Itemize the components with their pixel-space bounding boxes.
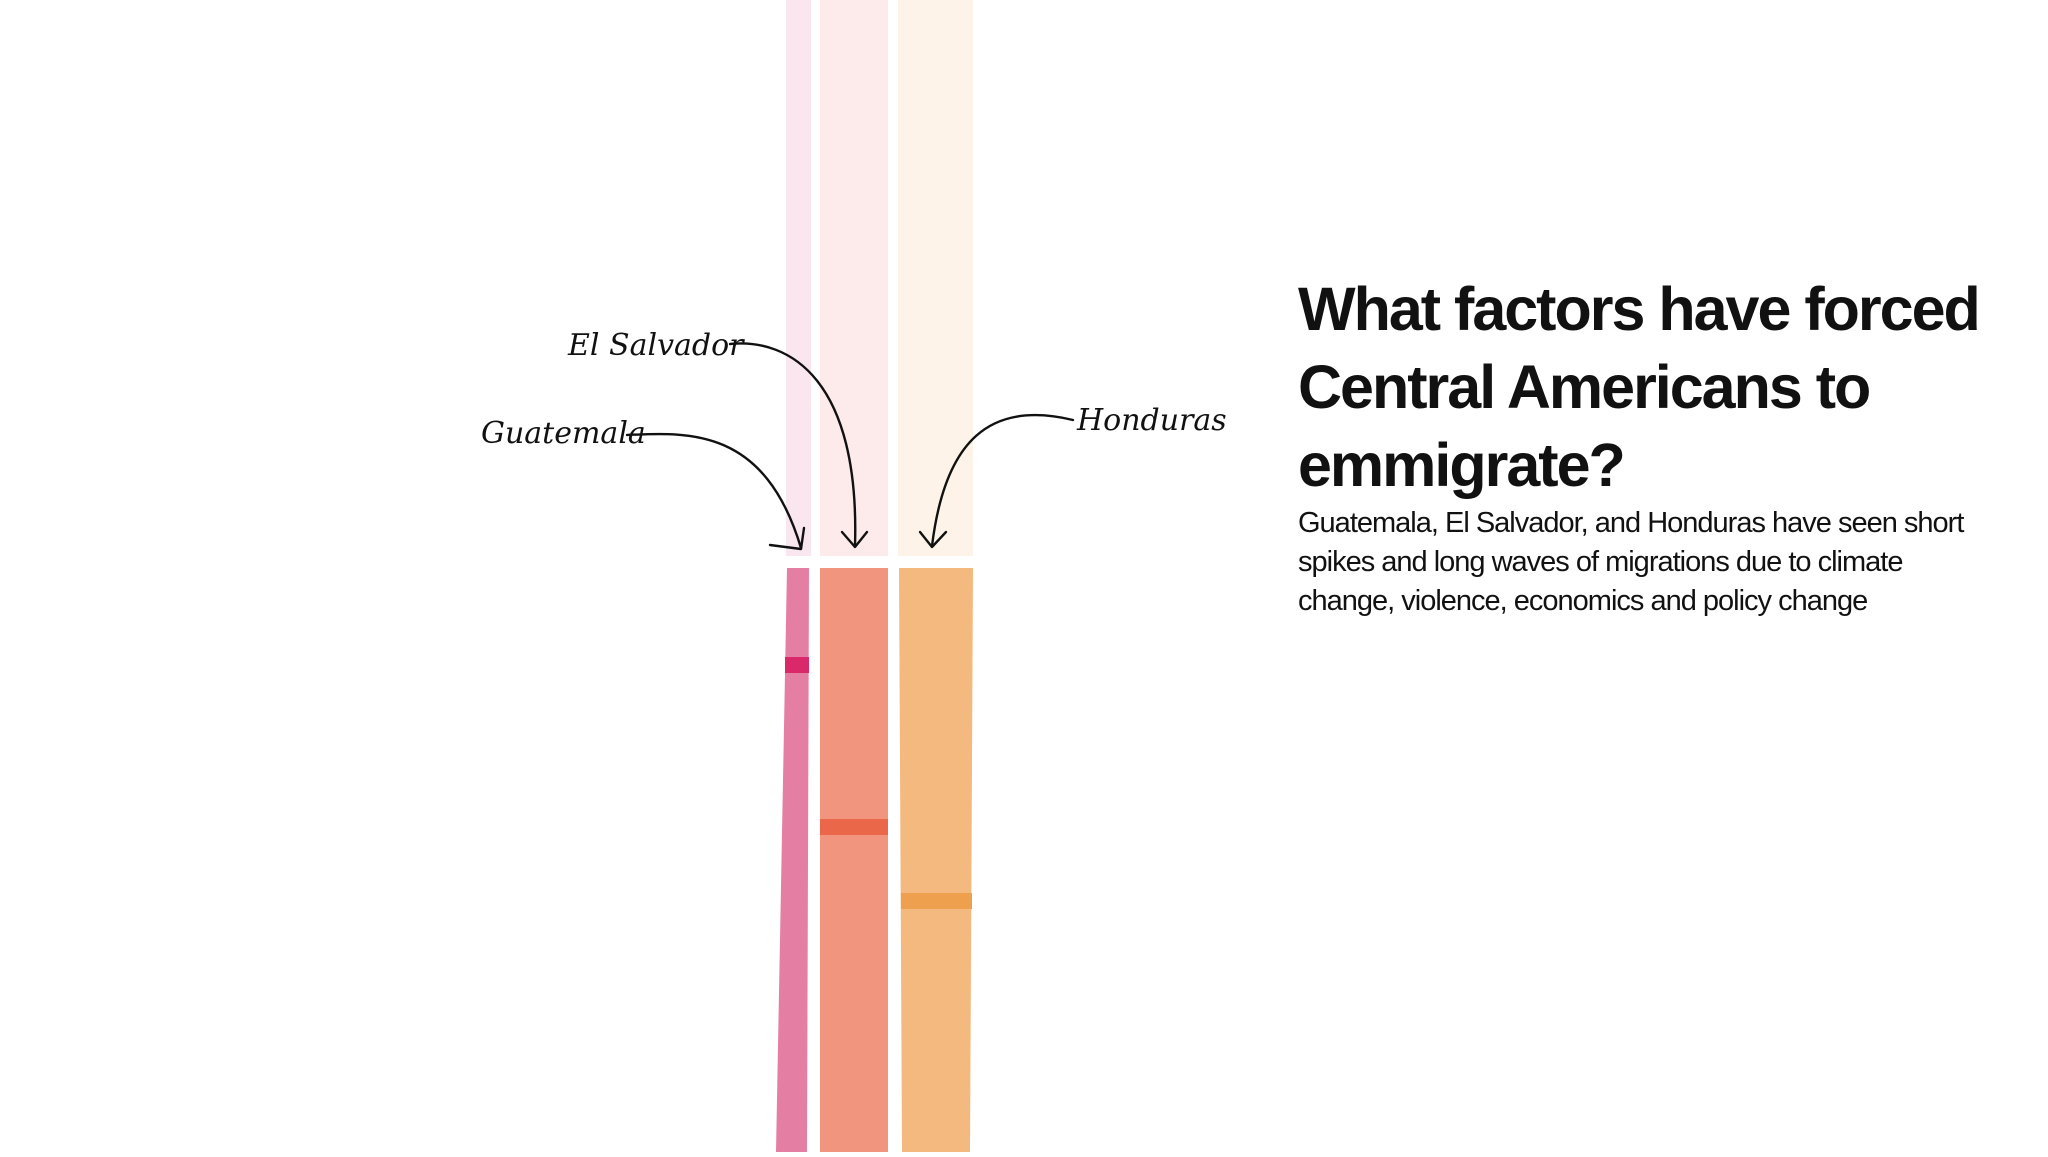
honduras-arrow-icon bbox=[930, 413, 1075, 548]
el-salvador-upper-stream bbox=[820, 0, 888, 556]
guatemala-upper-stream bbox=[786, 0, 811, 556]
honduras-accent-band bbox=[901, 893, 972, 909]
page-title: What factors have forced Central America… bbox=[1298, 275, 1981, 499]
honduras-stream bbox=[899, 568, 973, 1152]
guatemala-stream bbox=[776, 568, 809, 1152]
guatemala-accent-band bbox=[785, 657, 809, 673]
headline-panel: What factors have forced Central America… bbox=[1298, 270, 1998, 621]
honduras-arrowhead-icon bbox=[918, 530, 948, 549]
el-salvador-arrow-icon bbox=[728, 342, 857, 548]
el-salvador-arrowhead-icon bbox=[840, 530, 869, 549]
guatemala-label: Guatemala bbox=[481, 416, 646, 451]
honduras-upper-stream bbox=[898, 0, 973, 556]
guatemala-arrow-icon bbox=[625, 432, 803, 550]
el-salvador-stream bbox=[820, 568, 888, 1152]
guatemala-arrowhead-icon bbox=[768, 526, 806, 551]
page-subtitle: Guatemala, El Salvador, and Honduras hav… bbox=[1298, 507, 1964, 617]
honduras-label: Honduras bbox=[1076, 403, 1227, 438]
el-salvador-label: El Salvador bbox=[567, 328, 745, 363]
el-salvador-accent-band bbox=[820, 819, 888, 835]
